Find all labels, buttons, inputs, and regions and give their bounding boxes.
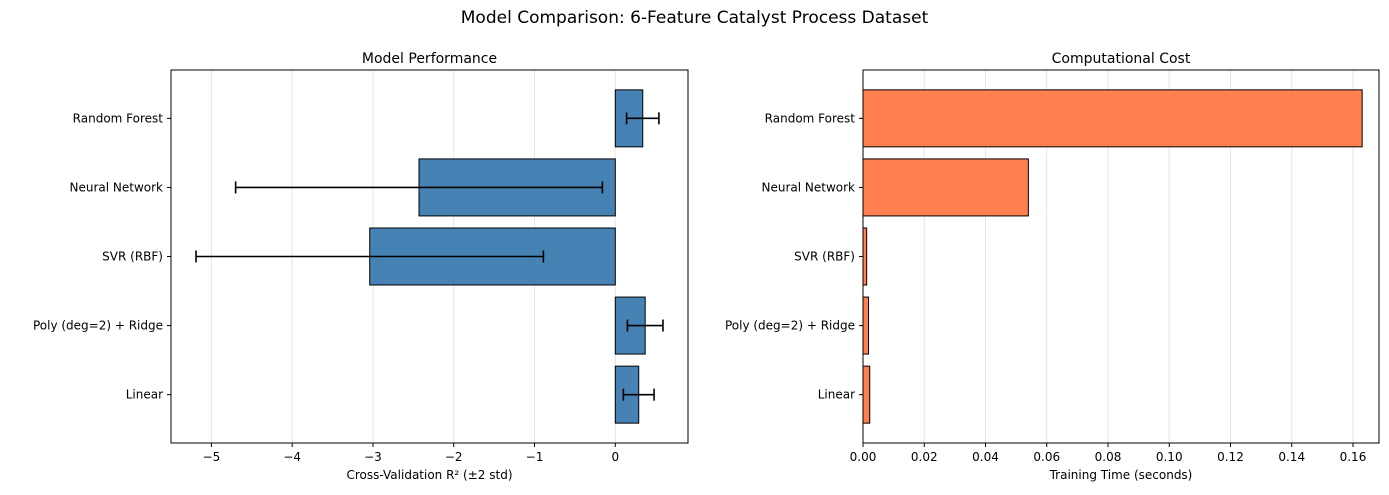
chart-panel-1: −5 −4 −3 −2 −1 0 Linear Poly (deg=2) + Ridge SVR… [33,51,689,482]
x-tick-label: 0 [611,450,619,464]
x-tick-label: −3 [364,450,382,464]
bar [862,227,868,286]
x-tick-label: 0.16 [1340,450,1367,464]
error-bar [626,319,664,332]
y-tick-label: Poly (deg=2) + Ridge [33,319,163,333]
x-axis-label: Cross-Validation R² (±2 std) [347,468,513,482]
y-tick-label: Random Forest [765,111,856,125]
x-tick-label: 0.08 [1095,450,1122,464]
y-tick-label: Linear [818,388,855,402]
x-tick-label: 0.00 [850,450,877,464]
bar [862,158,1029,217]
figure-title: Model Comparison: 6-Feature Catalyst Pro… [460,8,929,28]
x-tick-label: 0.14 [1278,450,1305,464]
error-bar [625,112,660,125]
y-tick-label: Poly (deg=2) + Ridge [725,319,855,333]
y-tick-label: SVR (RBF) [102,250,163,264]
x-tick-label: −2 [445,450,463,464]
chart-panel-2: 0.00 0.02 0.04 0.06 0.08 0.10 0.12 0.14 0.16 Line… [725,51,1380,482]
x-tick-label: 0.04 [972,450,999,464]
bar [862,296,870,355]
x-tick-label: 0.12 [1217,450,1244,464]
panel-title: Model Performance [362,51,497,67]
y-tick-label: Neural Network [69,180,163,194]
x-tick-label: 0.02 [911,450,938,464]
y-tick-label: Random Forest [73,111,164,125]
bar [862,365,871,424]
x-tick-label: −5 [203,450,221,464]
error-bar [234,181,604,194]
x-tick-label: 0.10 [1156,450,1183,464]
x-tick-label: 0.06 [1033,450,1060,464]
panel-title: Computational Cost [1052,51,1191,67]
x-tick-label: −1 [526,450,544,464]
error-bar [622,388,655,401]
x-tick-label: −4 [283,450,301,464]
y-tick-label: SVR (RBF) [794,250,855,264]
x-axis-label: Training Time (seconds) [1049,468,1193,482]
y-tick-label: Neural Network [761,180,855,194]
error-bar [195,250,545,263]
y-tick-label: Linear [126,388,163,402]
bar [862,89,1363,148]
